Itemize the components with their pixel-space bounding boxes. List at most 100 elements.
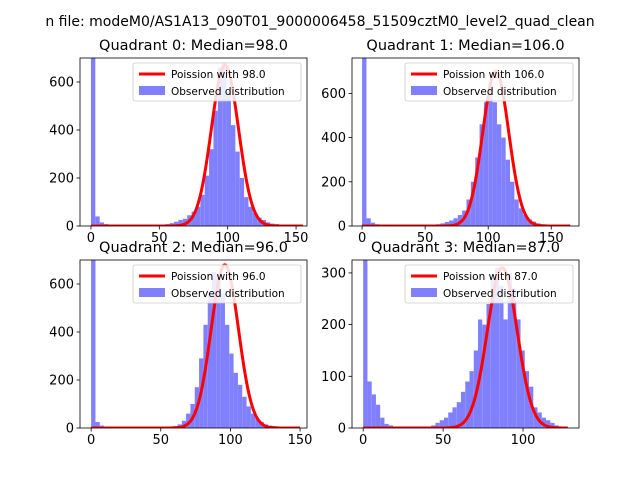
y-tick-label: 0 bbox=[66, 422, 74, 437]
histogram-bar bbox=[233, 372, 238, 428]
x-tick-label: 150 bbox=[284, 231, 309, 246]
histogram-bar bbox=[524, 371, 530, 428]
histogram-bar bbox=[191, 211, 196, 226]
y-tick-label: 200 bbox=[321, 175, 346, 190]
histogram-bar bbox=[244, 197, 249, 226]
y-tick-label: 200 bbox=[321, 318, 346, 333]
y-tick-label: 200 bbox=[49, 172, 74, 187]
histogram-bar bbox=[90, 58, 96, 226]
histogram-bar bbox=[443, 417, 449, 428]
histogram-bar bbox=[217, 67, 223, 226]
y-tick-label: 100 bbox=[321, 370, 346, 385]
legend-box bbox=[132, 62, 302, 102]
histogram-bar bbox=[186, 413, 191, 428]
legend-bar-swatch bbox=[411, 86, 437, 95]
histogram-bar bbox=[456, 402, 461, 428]
histogram-bar bbox=[91, 260, 96, 428]
histogram-bar bbox=[195, 206, 201, 226]
histogram-bar bbox=[246, 406, 251, 428]
histogram-bar bbox=[499, 285, 504, 428]
histogram-bar bbox=[482, 324, 487, 428]
histogram-bar bbox=[505, 159, 511, 226]
histogram-bar bbox=[380, 417, 385, 428]
histogram-bar bbox=[200, 194, 205, 226]
histogram-bar bbox=[95, 216, 100, 226]
histogram-bar bbox=[178, 220, 183, 226]
histogram-bar bbox=[204, 175, 210, 226]
histogram-bar bbox=[362, 58, 367, 226]
y-tick-label: 0 bbox=[66, 220, 74, 235]
x-tick-label: 100 bbox=[476, 231, 501, 246]
subplot-title: Quadrant 2: Median=96.0 bbox=[99, 240, 288, 256]
histogram-bar bbox=[230, 125, 236, 226]
legend-bar-label: Observed distribution bbox=[443, 86, 557, 98]
histogram-bar bbox=[207, 293, 213, 428]
axes-frame bbox=[79, 57, 308, 227]
histogram-bar bbox=[546, 420, 551, 428]
histogram-bar bbox=[216, 274, 221, 428]
histogram-bar bbox=[209, 149, 214, 226]
legend-bar-swatch bbox=[411, 288, 437, 297]
legend-line-label: Poission with 98.0 bbox=[171, 69, 266, 81]
histogram-bar bbox=[479, 124, 484, 226]
legend-box bbox=[404, 264, 574, 304]
axes-frame bbox=[351, 57, 580, 227]
histogram-bar bbox=[488, 84, 493, 226]
histogram-bar bbox=[250, 413, 256, 428]
y-tick-label: 200 bbox=[49, 374, 74, 389]
x-tick-label: 50 bbox=[435, 433, 452, 448]
x-tick-label: 0 bbox=[87, 433, 95, 448]
y-tick-label: 300 bbox=[321, 266, 346, 281]
legend: Poission with 87.0 Observed distribution bbox=[404, 264, 574, 304]
histogram-bar bbox=[541, 417, 547, 428]
histogram-bar bbox=[510, 181, 515, 226]
histogram-bar bbox=[507, 272, 513, 428]
y-tick-label: 400 bbox=[321, 131, 346, 146]
legend-line-label: Poission with 96.0 bbox=[171, 271, 266, 283]
x-tick-label: 50 bbox=[152, 433, 169, 448]
legend-box bbox=[404, 62, 574, 102]
x-tick-label: 50 bbox=[417, 231, 434, 246]
histogram-bar bbox=[475, 157, 480, 226]
x-tick-label: 150 bbox=[288, 433, 313, 448]
x-tick-label: 0 bbox=[358, 231, 366, 246]
histogram-bar bbox=[518, 208, 524, 226]
y-tick-label: 0 bbox=[338, 220, 346, 235]
y-tick-label: 0 bbox=[338, 422, 346, 437]
histogram-bar bbox=[235, 151, 240, 226]
subplot-title: Quadrant 1: Median=106.0 bbox=[366, 38, 564, 54]
histogram-bar bbox=[220, 293, 225, 428]
legend: Poission with 96.0 Observed distribution bbox=[132, 264, 302, 304]
histogram-bar bbox=[503, 319, 508, 428]
histogram-bar bbox=[242, 396, 247, 428]
histogram-bar bbox=[516, 319, 521, 428]
legend-line-label: Poission with 87.0 bbox=[443, 271, 538, 283]
legend: Poission with 98.0 Observed distribution bbox=[132, 62, 302, 102]
subplot-quadrant-3: 0 50 100 0 100 200 300 Quadrant 3: Median=87.0 P… bbox=[321, 240, 580, 448]
x-tick-label: 150 bbox=[539, 231, 564, 246]
legend-bar-label: Observed distribution bbox=[443, 288, 557, 300]
histogram-bar bbox=[99, 222, 105, 226]
histogram-bar bbox=[514, 199, 519, 226]
legend-box bbox=[132, 264, 302, 304]
legend-bar-swatch bbox=[139, 288, 165, 297]
histogram-bar bbox=[95, 422, 100, 428]
y-tick-label: 600 bbox=[321, 87, 346, 102]
subplot-title: Quadrant 3: Median=87.0 bbox=[371, 240, 560, 256]
histogram-bar bbox=[496, 124, 502, 226]
histogram-bar bbox=[490, 278, 496, 428]
y-tick-label: 400 bbox=[49, 326, 74, 341]
histogram-bar bbox=[367, 381, 372, 428]
x-tick-label: 0 bbox=[359, 433, 367, 448]
histogram-bar bbox=[239, 178, 245, 226]
axes-frame bbox=[79, 259, 308, 429]
histogram-bar bbox=[457, 214, 463, 226]
histogram-bar bbox=[384, 423, 389, 428]
histogram-bar bbox=[449, 220, 454, 226]
histogram-bar bbox=[523, 214, 528, 226]
histogram-bar bbox=[444, 222, 450, 226]
histogram-bar bbox=[492, 102, 497, 226]
histogram-bar bbox=[501, 137, 506, 226]
histogram-bar bbox=[370, 222, 376, 226]
